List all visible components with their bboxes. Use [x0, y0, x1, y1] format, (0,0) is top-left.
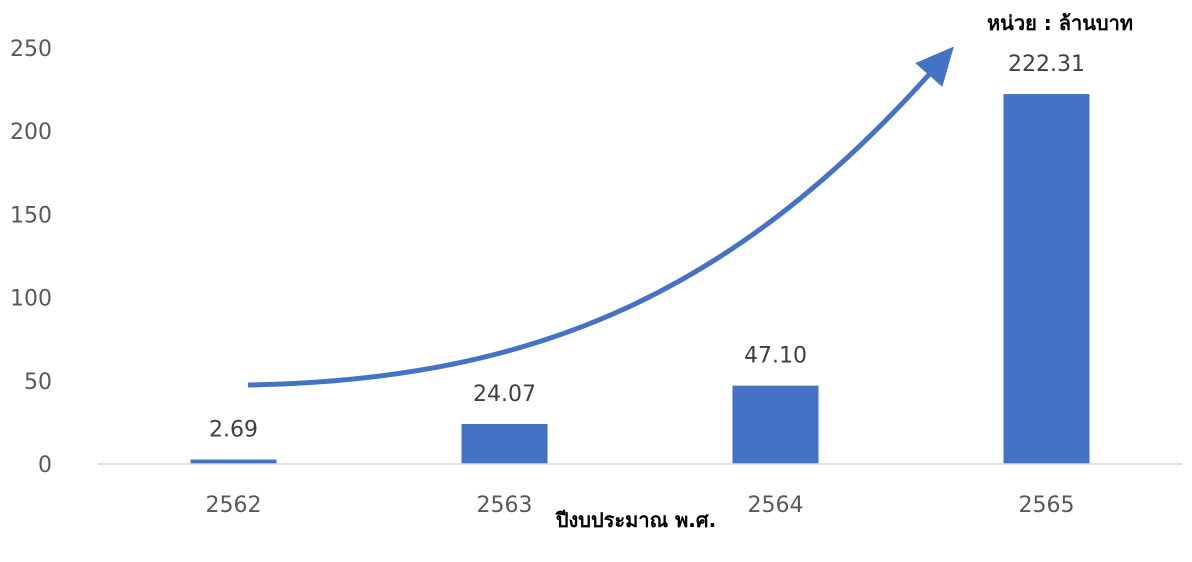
- data-label: 24.07: [473, 382, 536, 407]
- x-tick-label: 2565: [1019, 493, 1075, 518]
- trend-arrow-icon: [247, 46, 954, 388]
- x-tick-label: 2562: [206, 493, 262, 518]
- data-label: 47.10: [744, 344, 807, 369]
- bar: [1003, 94, 1090, 464]
- data-label: 222.31: [1008, 52, 1085, 77]
- x-tick-label: 2564: [748, 493, 804, 518]
- bar: [732, 385, 819, 464]
- y-tick-label: 100: [10, 287, 52, 312]
- unit-label: หน่วย : ล้านบาท: [987, 11, 1133, 35]
- y-tick-label: 0: [38, 453, 52, 478]
- bar: [190, 459, 277, 464]
- x-axis-ticks: 2562 2563 2564 2565: [206, 493, 1075, 518]
- data-label: 2.69: [209, 418, 258, 443]
- bar: [461, 423, 548, 464]
- y-axis-ticks: 0 50 100 150 200 250: [10, 37, 52, 478]
- x-axis-title: ปีงบประมาณ พ.ศ.: [555, 508, 717, 532]
- y-tick-label: 50: [24, 370, 52, 395]
- y-tick-label: 250: [10, 37, 52, 62]
- data-labels: 2.69 24.07 47.10 222.31: [209, 52, 1085, 442]
- x-tick-label: 2563: [477, 493, 533, 518]
- y-tick-label: 200: [10, 120, 52, 145]
- bars: [190, 94, 1090, 464]
- y-tick-label: 150: [10, 203, 52, 228]
